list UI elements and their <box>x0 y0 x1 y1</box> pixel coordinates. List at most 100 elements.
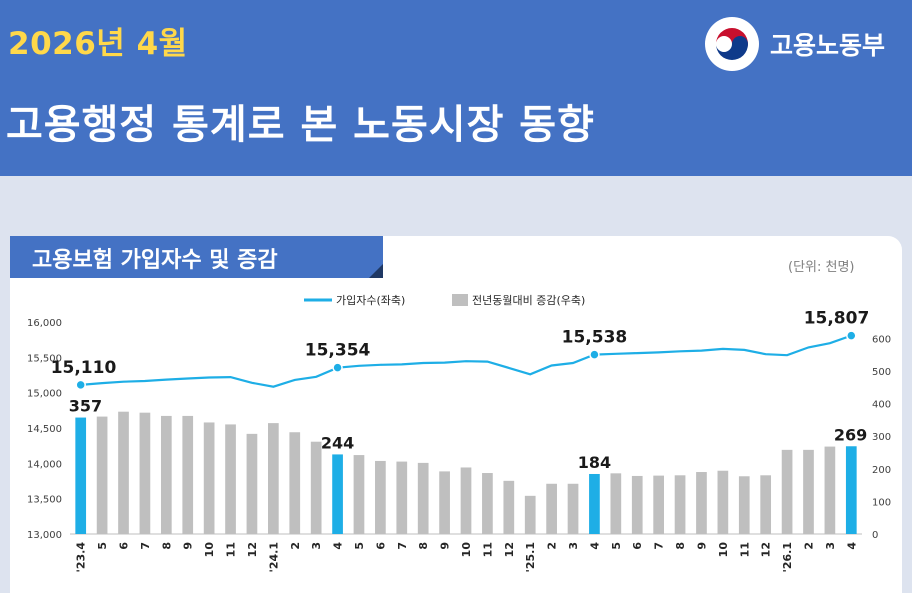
bar <box>824 446 836 534</box>
report-date: 2026년 4월 <box>8 26 188 62</box>
bar <box>503 480 515 534</box>
bar <box>375 460 386 534</box>
category-tick-label: 6 <box>631 542 644 550</box>
unit-label: (단위: 천명) <box>788 260 855 275</box>
category-tick-label: 5 <box>610 542 623 550</box>
category-tick-label: 7 <box>396 542 409 550</box>
category-tick-label: 3 <box>824 542 837 550</box>
category-tick-label: 8 <box>674 542 687 550</box>
left-axis-tick: 16,000 <box>27 318 62 329</box>
bar <box>524 495 536 534</box>
category-tick-label: 3 <box>310 542 323 550</box>
category-tick-label: 3 <box>567 542 580 550</box>
left-axis-tick: 15,500 <box>27 353 62 364</box>
category-tick-label: 5 <box>96 542 109 550</box>
bar <box>118 411 129 534</box>
bar <box>460 467 472 534</box>
bar <box>803 449 814 534</box>
category-tick-label: 5 <box>353 542 366 550</box>
category-tick-label: 4 <box>845 542 858 550</box>
bar <box>246 433 258 534</box>
bar <box>439 471 450 534</box>
bar <box>610 473 622 534</box>
category-tick-label: 9 <box>439 542 452 550</box>
bar <box>631 475 643 534</box>
bar-data-label: 184 <box>578 453 611 472</box>
line-marker <box>846 330 857 341</box>
bar <box>674 475 686 534</box>
bar <box>225 424 236 534</box>
bar <box>289 432 301 534</box>
category-tick-label: 11 <box>481 542 494 557</box>
header-banner: 2026년 4월 고용행정 통계로 본 노동시장 동향 고용노동부 <box>0 0 912 176</box>
subscriber-line <box>80 334 852 388</box>
category-tick-label: 11 <box>225 542 238 557</box>
category-tick-label: 10 <box>203 542 216 558</box>
bar <box>353 455 365 534</box>
category-tick-label: 10 <box>717 542 730 558</box>
left-axis-tick: 13,500 <box>27 495 62 506</box>
bar <box>96 416 108 534</box>
bar <box>417 462 429 534</box>
category-tick-label: '26.1 <box>781 542 794 573</box>
right-axis-tick: 300 <box>872 432 891 443</box>
bar <box>653 475 664 534</box>
category-tick-label: 7 <box>139 542 152 550</box>
bar <box>696 472 707 534</box>
bar <box>268 423 279 534</box>
line-marker <box>75 379 86 391</box>
bar <box>310 441 322 534</box>
category-tick-label: '24.1 <box>267 542 280 573</box>
legend-line-label: 가입자수(좌축) <box>336 294 405 307</box>
bar-highlight <box>845 446 857 534</box>
ministry-logo: 고용노동부 <box>704 14 904 74</box>
category-tick-label: 6 <box>374 542 387 550</box>
bar <box>567 483 579 534</box>
bar <box>182 415 194 534</box>
right-axis-tick: 200 <box>872 465 891 476</box>
taegeuk-emblem-icon <box>705 17 759 71</box>
left-axis-tick: 15,000 <box>27 389 62 400</box>
line-data-label: 15,110 <box>51 358 117 378</box>
category-tick-label: 4 <box>332 542 345 550</box>
panel-title-box: 고용보험 가입자수 및 증감 <box>10 236 383 278</box>
right-axis-tick: 100 <box>872 497 891 508</box>
page-title: 고용행정 통계로 본 노동시장 동향 <box>6 102 595 148</box>
category-tick-label: 9 <box>182 542 195 550</box>
right-axis-tick: 0 <box>872 530 878 541</box>
category-tick-label: 10 <box>460 542 473 558</box>
bar-data-label: 269 <box>834 425 867 444</box>
bar-data-label: 357 <box>69 397 102 416</box>
category-tick-label: 9 <box>696 542 709 550</box>
category-tick-label: 12 <box>503 542 516 557</box>
category-tick-label: 2 <box>289 542 302 550</box>
bar <box>203 422 215 534</box>
legend-bar-swatch <box>452 294 468 306</box>
bar-highlight <box>75 417 87 534</box>
category-tick-label: 8 <box>160 542 173 550</box>
legend-bar-label: 전년동월대비 증감(우축) <box>472 294 585 307</box>
category-tick-label: '23.4 <box>75 542 88 573</box>
bar-highlight <box>589 473 600 534</box>
bar-data-label: 244 <box>321 433 354 452</box>
bar <box>482 473 493 534</box>
panel-title-corner <box>369 264 383 278</box>
category-tick-label: 12 <box>246 542 259 557</box>
left-axis-tick: 13,000 <box>27 530 62 541</box>
line-marker <box>589 349 600 360</box>
right-axis-tick: 400 <box>872 400 891 411</box>
bar <box>396 461 408 534</box>
category-tick-label: 4 <box>588 542 601 550</box>
category-tick-label: 6 <box>118 542 131 550</box>
right-axis-tick: 500 <box>872 367 891 378</box>
line-data-label: 15,807 <box>804 309 870 329</box>
category-tick-label: 11 <box>738 542 751 557</box>
category-tick-label: 2 <box>546 542 559 550</box>
category-tick-label: 2 <box>803 542 816 550</box>
ministry-name: 고용노동부 <box>770 31 886 60</box>
right-axis-tick: 600 <box>872 334 891 345</box>
category-tick-label: 12 <box>760 542 773 557</box>
bar <box>160 415 172 534</box>
bar <box>546 483 557 534</box>
bar <box>760 475 772 534</box>
